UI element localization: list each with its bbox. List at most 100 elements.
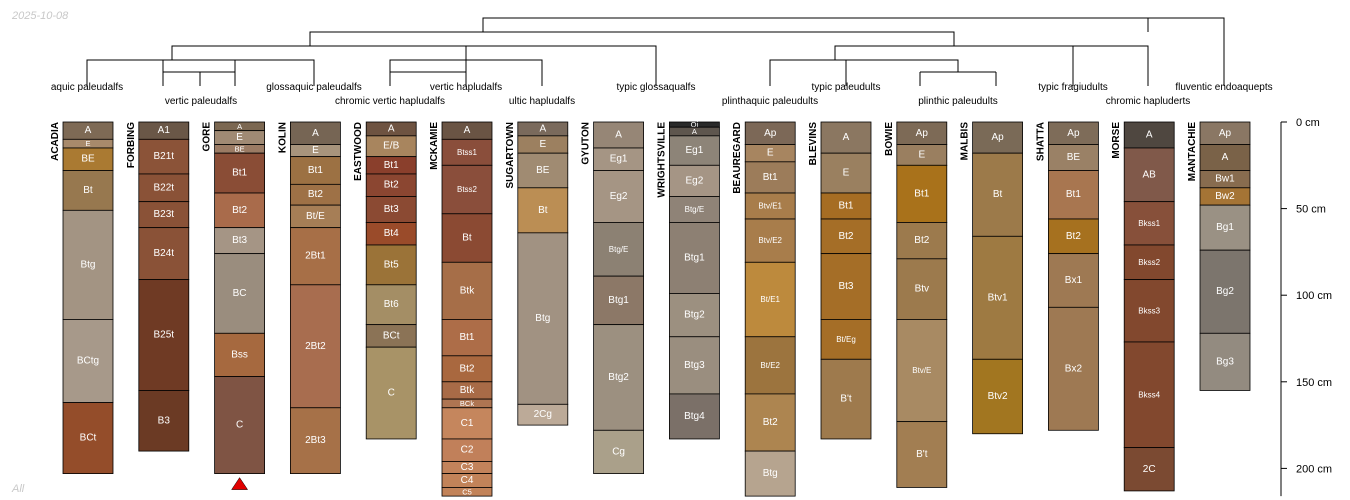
horizon-rect [593,429,644,474]
horizon-rect [972,358,1023,435]
taxon-label: fluventic endoaquepts [1175,82,1272,93]
horizon-rect [744,393,796,452]
taxon-label: ultic hapludalfs [509,96,575,107]
horizon-rect [1048,144,1099,171]
horizon-label: Btk [460,385,475,396]
horizon-label: Bkss1 [1138,219,1160,228]
horizon-label: B25t [154,330,175,341]
horizon-rect [593,121,644,149]
profile-name: MORSE [1111,122,1122,159]
horizon-label: Bt2 [914,235,929,246]
horizon-label: Btv/E1 [758,202,782,211]
horizon-label: A [85,125,92,136]
horizon-label: Bt/E [306,211,325,222]
horizon-rect [820,218,872,255]
horizon-label: Btg [763,468,778,479]
horizon-label: Btv/E [912,366,931,375]
dendrogram [86,17,1225,86]
horizon-rect [138,201,190,229]
depth-tick-label: 150 cm [1296,377,1332,389]
horizon-label: Bt2 [1066,231,1081,242]
horizon-label: C1 [461,418,474,429]
horizon-rect [593,324,644,431]
profile-name: ACADIA [50,122,61,161]
horizon-label: Btg/E [685,205,705,214]
horizon-rect [214,192,266,229]
horizon-rect [441,319,493,357]
horizon-label: BE [81,154,95,165]
taxon-label: typic paleudults [812,82,881,93]
horizon-rect [441,164,493,215]
profile-name: SUGARTOWN [505,122,516,188]
taxon-label: chromic vertic hapludalfs [335,96,445,107]
horizon-label: C [236,420,243,431]
horizon-label: Bt2 [838,231,853,242]
horizon-label: B't [840,394,852,405]
horizon-label: Eg1 [610,154,628,165]
horizon-label: Bt4 [384,228,399,239]
horizon-rect [1123,147,1175,203]
horizon-rect [593,222,644,277]
horizon-label: Bt1 [232,168,247,179]
horizon-label: Bg2 [1216,286,1234,297]
horizon-rect [214,152,266,194]
horizon-label: Bt2 [459,363,474,374]
horizon-rect [441,213,493,263]
horizon-label: E [85,139,90,148]
profile-name: GORE [202,122,213,152]
horizon-label: Btg/E [609,245,629,254]
horizon-rect [744,161,796,194]
horizon-rect [138,173,190,203]
horizon-label: B21t [154,151,175,162]
soil-profile: MCKAMIE A Btss1 Btss2 Bt Btk Bt1 Bt2 Btk BCk C1 C2 C… [429,121,493,497]
dendrogram-link [86,59,236,86]
horizon-label: A [312,128,319,139]
horizon-label: BCt [80,433,97,444]
soil-profile: MORSE A AB Bkss1 Bkss2 Bkss3 Bkss4 2C [1111,121,1175,492]
horizon-rect [365,196,417,223]
horizon-label: Btv [915,284,929,295]
horizon-label: C5 [462,487,472,496]
horizon-label: Bt1 [1066,189,1081,200]
corner-label: All [11,483,25,495]
depth-tick-label: 0 cm [1296,117,1320,129]
horizon-label: Ap [916,128,929,139]
horizon-label: A [464,125,471,136]
horizon-label: Btv2 [988,391,1008,402]
horizon-label: Bg3 [1216,356,1234,367]
horizon-rect [744,450,796,497]
horizon-rect [517,403,569,426]
horizon-label: Btg3 [684,360,705,371]
horizon-label: Bt3 [232,235,247,246]
horizon-label: Ap [1067,128,1080,139]
horizon-rect [289,284,341,409]
horizon-label: 2Bt1 [305,251,326,262]
horizon-label: C [388,388,395,399]
taxa-labels: aquic paleudalfs vertic paleudalfs gloss… [51,82,1273,107]
horizon-label: Bt1 [459,332,474,343]
soil-profile: MANTACHIE Ap A Bw1 Bw2 Bg1 Bg2 Bg3 [1187,121,1251,391]
horizon-rect [896,164,948,223]
horizon-label: Bt1 [763,172,778,183]
horizon-rect [1123,121,1175,149]
horizon-label: Btg2 [684,310,705,321]
horizon-rect [896,258,948,320]
profile-name: SHATTA [1035,122,1046,161]
horizon-label: Btss2 [457,185,478,194]
taxon-label: aquic paleudalfs [51,82,123,93]
horizon-label: Btg1 [608,295,629,306]
profile-name: EASTWOOD [353,122,364,181]
soil-profile: GYUTON A Eg1 Eg2 Btg/E Btg1 Btg2 Cg [581,121,644,474]
horizon-label: Bt2 [763,417,778,428]
horizon-rect [517,232,569,405]
soil-profile: EASTWOOD A E/B Bt1 Bt2 Bt3 Bt4 Bt5 Bt6 BCt C [353,121,417,440]
taxon-label: typic glossaqualfs [617,82,696,93]
soil-profile: BEAUREGARD Ap E Bt1 Btv/E1 Btv/E2 Bt/E1 Bt/E2 Bt… [732,121,796,497]
horizon-rect [669,336,720,395]
horizon-label: Bt3 [838,281,853,292]
horizon-label: E [236,132,243,143]
horizon-label: Btss1 [457,148,478,157]
horizon-label: E [767,148,774,159]
